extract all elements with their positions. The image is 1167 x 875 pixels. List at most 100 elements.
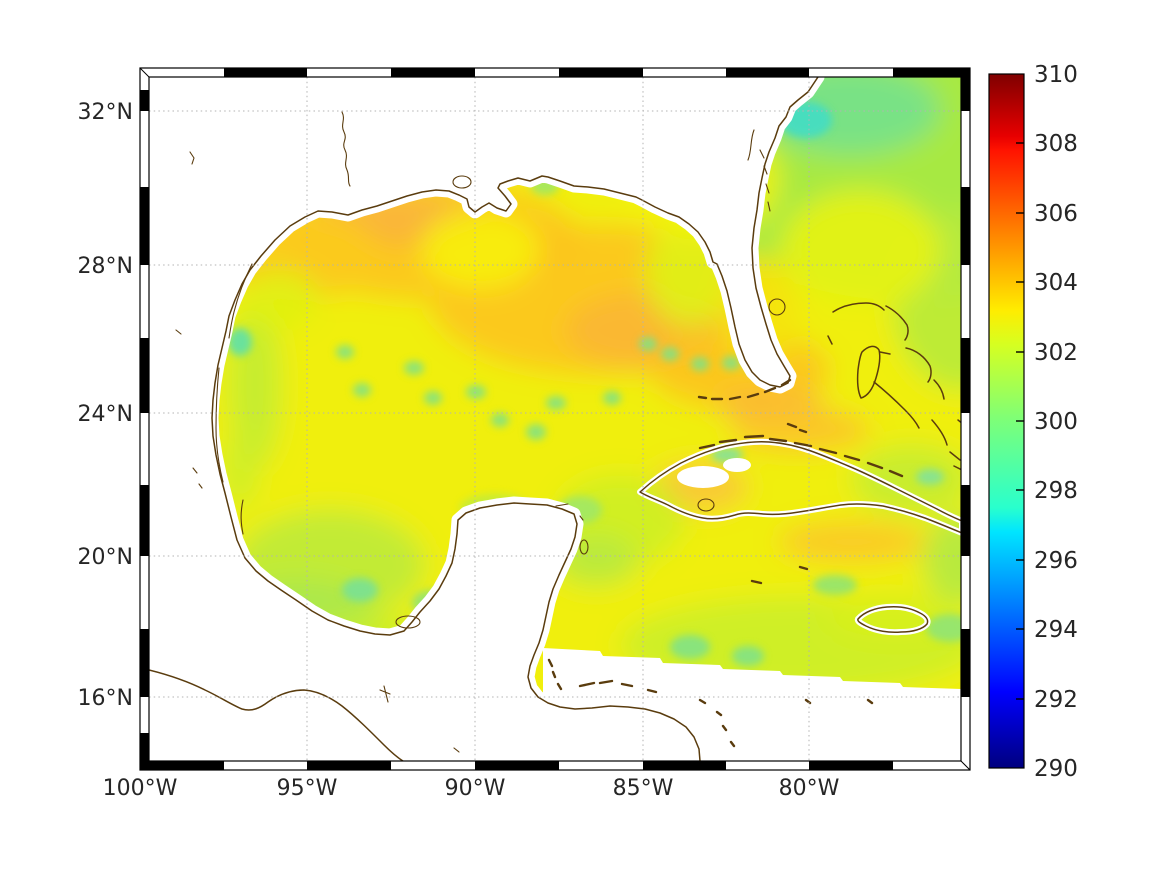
- frame-segment: [726, 68, 809, 77]
- frame-segment: [643, 761, 726, 770]
- frame-segment: [961, 556, 970, 629]
- map-frame: [139, 67, 971, 771]
- colorbar-tick-label: 310: [1034, 62, 1078, 88]
- florida-keys: [697, 378, 792, 401]
- sst-blob: [420, 210, 540, 290]
- map-plot-area: [149, 77, 961, 761]
- frame-segment: [559, 68, 643, 77]
- sst-blob: [691, 357, 709, 371]
- y-tick-label: 16°N: [78, 686, 133, 711]
- frame-segment: [140, 68, 224, 77]
- sst-blob: [424, 391, 442, 405]
- pacific-coastline: [149, 669, 405, 761]
- frame-segment: [140, 265, 149, 338]
- sst-blob: [466, 385, 486, 399]
- colorbar-tick-label: 308: [1034, 131, 1078, 157]
- frame-segment: [643, 68, 726, 77]
- florida-east-coast-islands: [747, 129, 771, 212]
- sst-blob: [732, 646, 764, 666]
- frame-segment: [140, 761, 224, 770]
- colorbar-tick-label: 304: [1034, 270, 1078, 296]
- frame-segment: [809, 761, 893, 770]
- colorbar-tick-label: 298: [1034, 478, 1078, 504]
- colorbar-tick-label: 296: [1034, 548, 1078, 574]
- mississippi-river: [341, 111, 351, 187]
- frame-segment: [726, 761, 809, 770]
- frame-segment: [961, 187, 970, 265]
- frame-segment: [559, 761, 643, 770]
- texas-barrier-islands: [215, 263, 253, 535]
- frame-segment: [475, 761, 559, 770]
- frame-corner-miter: [139, 67, 150, 78]
- y-tick-label: 28°N: [78, 254, 133, 279]
- small-lakes-specks: [175, 151, 460, 753]
- sst-blob: [353, 383, 371, 397]
- frame-segment: [961, 111, 970, 187]
- cuba-north-cays: [698, 434, 904, 478]
- sst-blob: [603, 391, 621, 405]
- cayman-islands: [750, 565, 809, 585]
- colorbar-tick-label: 290: [1034, 756, 1078, 782]
- y-tick-label: 32°N: [78, 100, 133, 125]
- frame-segment: [140, 733, 149, 770]
- x-tick-label: 90°W: [445, 776, 506, 801]
- sst-blob: [661, 347, 679, 361]
- y-tick-label: 24°N: [78, 402, 133, 427]
- frame-segment: [140, 629, 149, 697]
- frame-segment: [961, 265, 970, 338]
- sst-blob: [780, 190, 940, 310]
- colorbar-tick-label: 294: [1034, 617, 1078, 643]
- frame-segment: [961, 629, 970, 697]
- sst-blob: [670, 635, 710, 659]
- frame-segment: [961, 485, 970, 556]
- isla-de-la-juventud: [697, 498, 715, 512]
- cuba-land-gap: [723, 458, 751, 472]
- cay-sal-bank: [786, 422, 808, 434]
- sst-blob: [546, 396, 566, 410]
- sst-blob: [916, 469, 944, 485]
- lake-pontchartrain: [452, 175, 472, 189]
- frame-segment: [893, 761, 970, 770]
- frame-segment: [307, 68, 391, 77]
- frame-segment: [961, 697, 970, 770]
- frame-segment: [140, 187, 149, 265]
- y-tick-label: 20°N: [78, 545, 133, 570]
- frame-outer-outline: [139, 67, 971, 771]
- sst-blob: [722, 356, 740, 370]
- sst-blob: [222, 430, 258, 510]
- sst-blob: [336, 345, 354, 359]
- honduras-bay-islands: [547, 658, 874, 748]
- frame-segment: [224, 761, 307, 770]
- frame-segment: [307, 761, 391, 770]
- axis-labels: 100°W 95°W 90°W 85°W 80°W 32°N 28°N 24°N 20°N 16°…: [78, 100, 840, 801]
- colorbar-tick-label: 302: [1034, 340, 1078, 366]
- sst-blob: [342, 578, 378, 602]
- colorbar: 290 292 294 296 298 300 302 304 306 308 310: [988, 62, 1078, 782]
- colorbar-tick-label: 300: [1034, 409, 1078, 435]
- frame-segment: [224, 68, 307, 77]
- cozumel-island: [579, 539, 589, 555]
- sst-blob: [491, 413, 509, 427]
- sst-blob: [777, 522, 927, 562]
- graticule: [149, 77, 961, 761]
- cuba-land-gap: [677, 466, 729, 488]
- sst-blob: [926, 614, 961, 642]
- frame-segment: [140, 697, 149, 733]
- x-tick-label: 85°W: [613, 776, 674, 801]
- frame-segment: [961, 413, 970, 485]
- sst-blob: [823, 594, 961, 646]
- sst-blob: [526, 424, 546, 440]
- frame-segment: [961, 338, 970, 413]
- frame-segment: [140, 413, 149, 485]
- sst-blob: [404, 361, 424, 375]
- frame-segment: [140, 556, 149, 629]
- frame-segment: [140, 111, 149, 187]
- sst-blob: [228, 328, 252, 356]
- frame-segment: [893, 68, 970, 77]
- frame-segment: [809, 68, 893, 77]
- laguna-de-terminos: [395, 615, 421, 629]
- frame-segment: [475, 68, 559, 77]
- frame-segment: [391, 68, 475, 77]
